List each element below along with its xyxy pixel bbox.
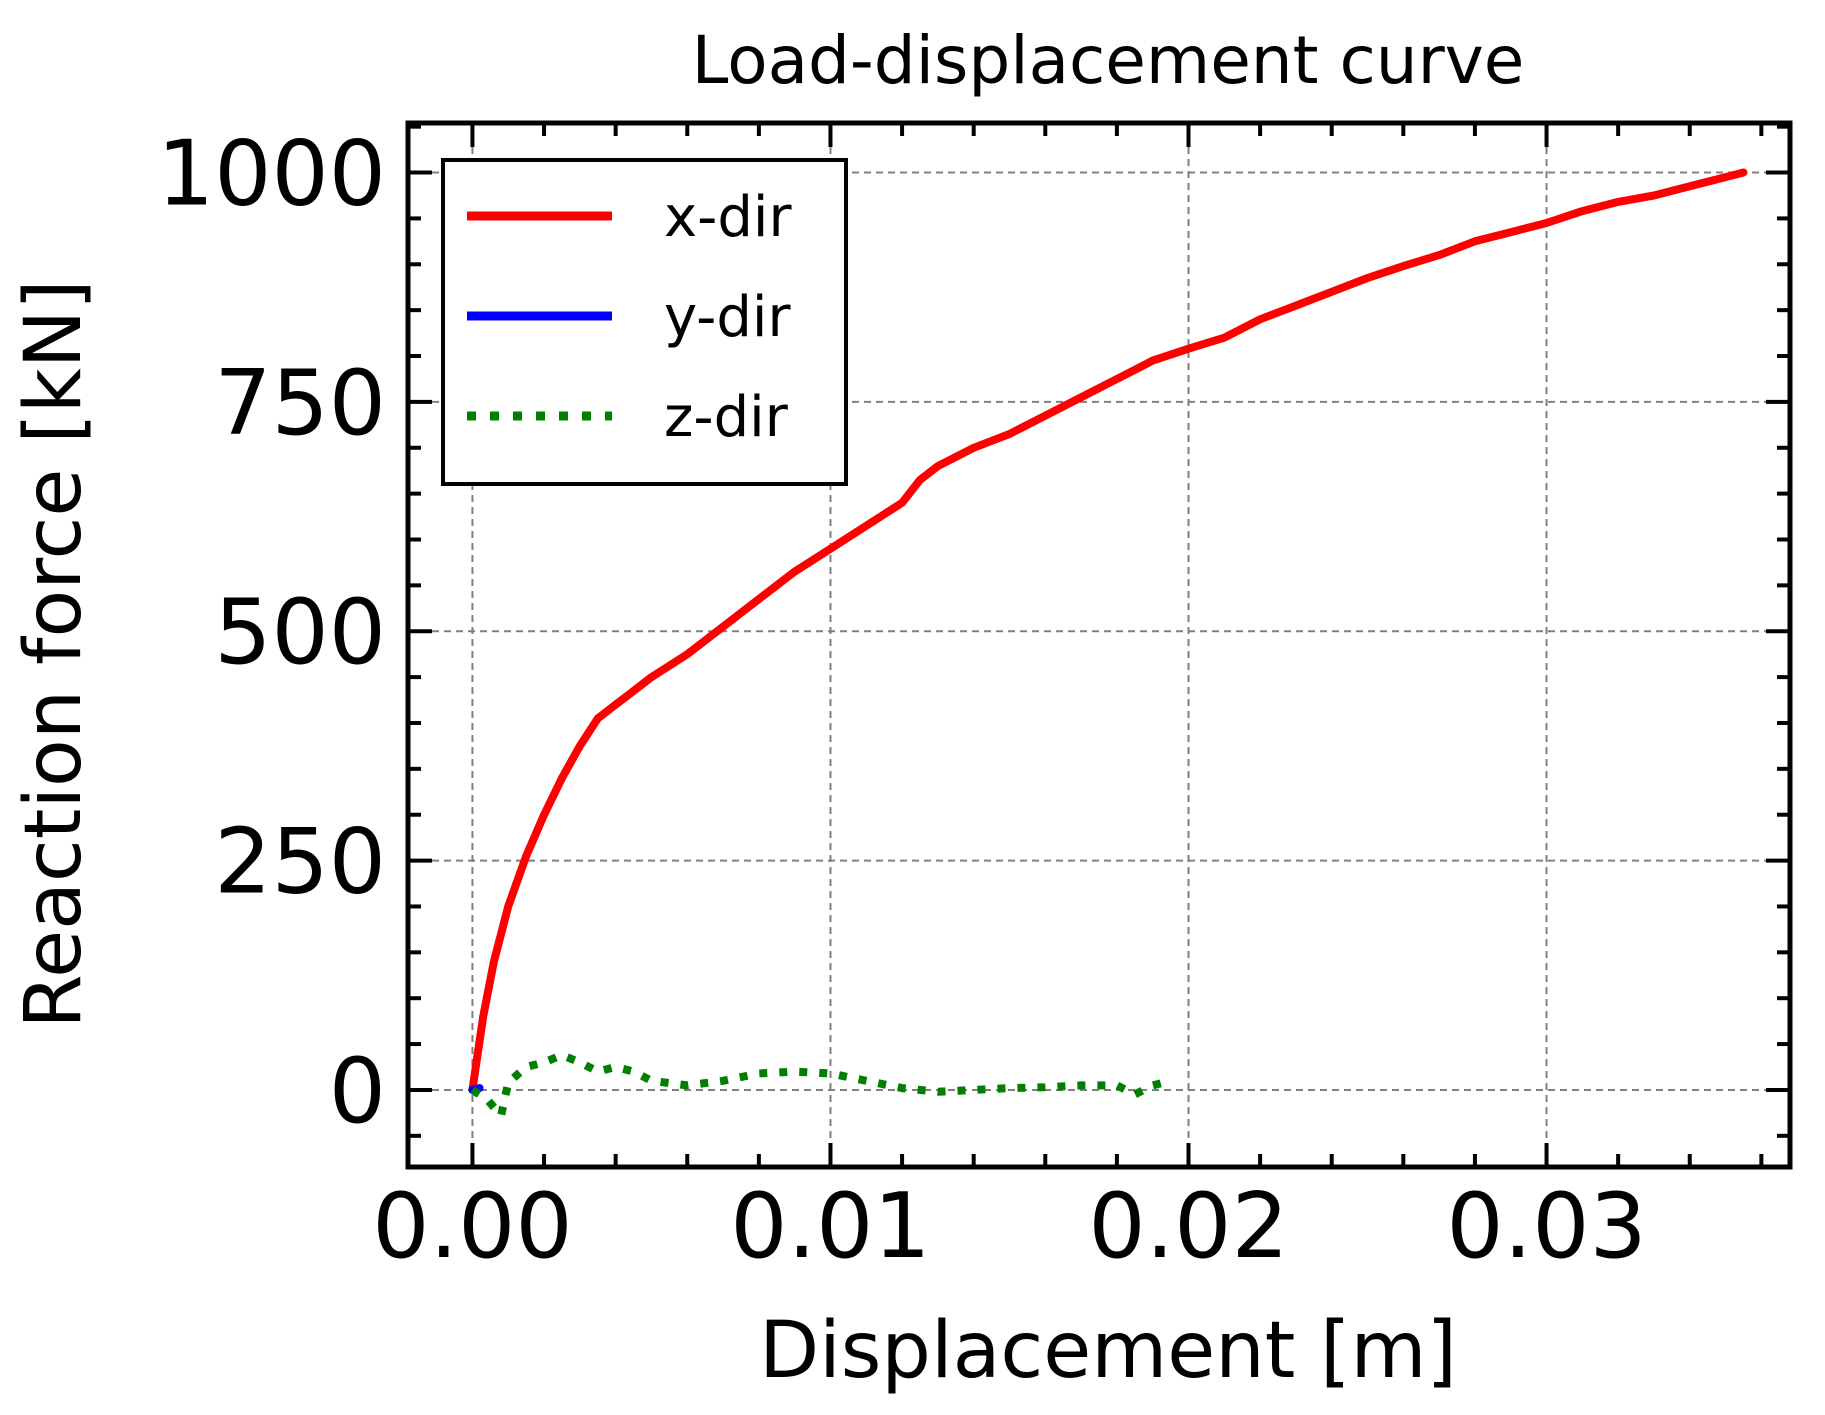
legend-label: y-dir (664, 285, 791, 350)
y-tick-label: 250 (214, 810, 386, 915)
plot-series (468, 168, 1748, 1120)
tick-labels: 0.00 0.01 0.02 0.03 0 250 500 750 1000 (157, 122, 1647, 1279)
x-tick-label: 0.01 (730, 1174, 930, 1279)
series-line-z-dir (470, 1051, 1172, 1120)
x-tick-label: 0.00 (372, 1174, 572, 1279)
y-tick-label: 750 (214, 351, 386, 456)
series-line-x-dir (468, 168, 1748, 1094)
y-axis-label: Reaction force [kN] (9, 279, 99, 1028)
legend-label: z-dir (664, 385, 789, 450)
legend: x-dir y-dir z-dir (441, 158, 848, 486)
plot-frame (405, 120, 1793, 1170)
legend-label: x-dir (664, 185, 792, 250)
x-tick-label: 0.02 (1088, 1174, 1288, 1279)
x-tick-label: 0.03 (1446, 1174, 1646, 1279)
chart-title: Load-displacement curve (692, 22, 1525, 99)
y-tick-label: 500 (214, 580, 386, 685)
y-tick-label: 0 (329, 1039, 386, 1144)
x-axis-label: Displacement [m] (759, 1306, 1457, 1396)
y-tick-label: 1000 (157, 122, 386, 227)
